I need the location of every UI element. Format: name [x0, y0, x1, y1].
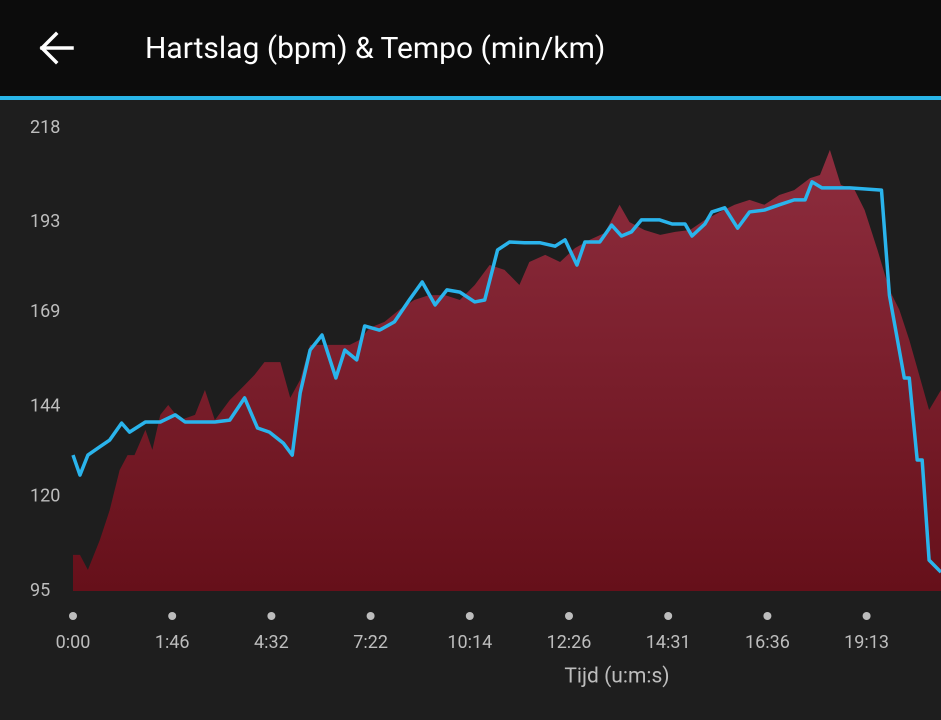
x-tick-dot	[664, 612, 673, 620]
x-tick-dot	[565, 612, 573, 620]
x-tick-label: 4:32	[254, 632, 289, 653]
y-tick-label: 95	[30, 580, 50, 601]
x-tick-dot	[763, 612, 772, 620]
y-tick-label: 193	[30, 211, 60, 232]
x-tick-label: 10:14	[447, 632, 492, 653]
x-tick-dot	[69, 612, 77, 620]
plot: 95 120 144 169 193 218 0:00 1:46 4:32 7:22 10:14 12…	[30, 117, 941, 653]
x-tick-dot	[465, 612, 474, 620]
x-tick-label: 14:31	[646, 632, 691, 653]
screen-title: Hartslag (bpm) & Tempo (min/km)	[145, 31, 605, 66]
x-tick-dot	[168, 612, 177, 620]
x-axis-label: Tijd (u:m:s)	[564, 665, 669, 689]
back-arrow-head	[39, 31, 59, 65]
x-tick-dot	[267, 612, 276, 620]
x-tick-label: 16:36	[745, 632, 790, 653]
back-button[interactable]	[39, 31, 74, 65]
app-bar	[0, 0, 941, 96]
app-bar-accent	[0, 96, 941, 100]
x-tick-label: 7:22	[353, 632, 388, 653]
y-tick-label: 218	[30, 117, 60, 138]
heart-rate-area	[73, 149, 941, 591]
x-tick-label: 0:00	[56, 632, 91, 653]
x-tick-dot	[862, 612, 871, 620]
x-tick-label: 1:46	[155, 632, 190, 653]
y-tick-label: 120	[30, 486, 60, 507]
x-tick-label: 19:13	[844, 632, 889, 653]
x-tick-dot	[366, 612, 375, 620]
x-tick-label: 12:26	[547, 632, 592, 653]
y-tick-label: 144	[30, 395, 60, 416]
y-tick-label: 169	[30, 301, 60, 322]
pace-line	[71, 180, 941, 574]
